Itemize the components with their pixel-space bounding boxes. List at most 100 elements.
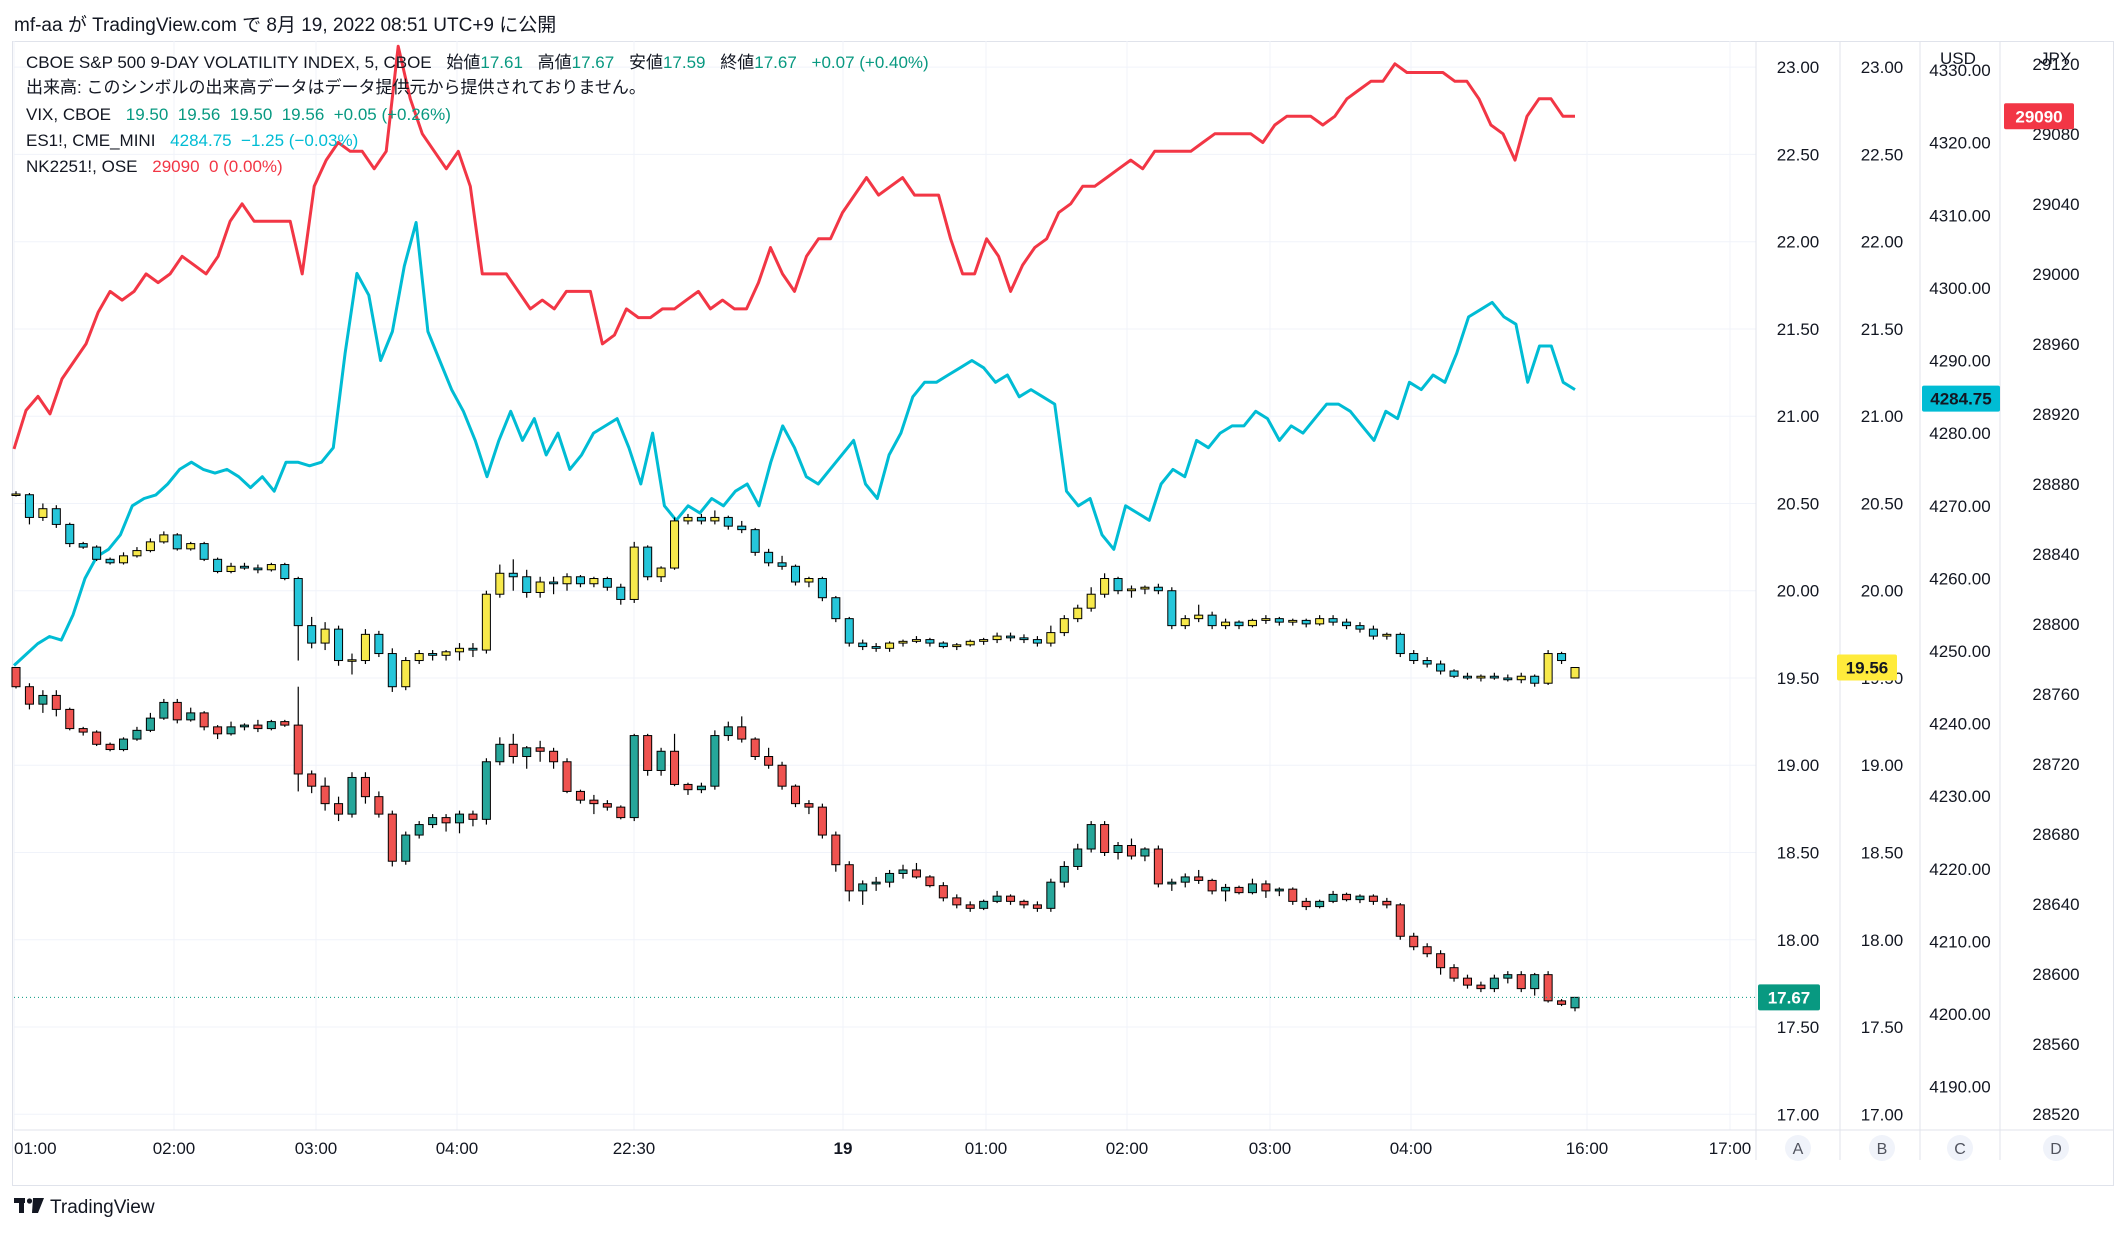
legend-main-symbol[interactable]: CBOE S&P 500 9-DAY VOLATILITY INDEX, 5, … <box>26 51 929 75</box>
vix-candle <box>1516 672 1526 684</box>
vix-candle <box>790 564 801 586</box>
a-axis-tick: 22.00 <box>1777 233 1820 252</box>
vix-candle <box>1489 672 1499 680</box>
vix-candle <box>1449 669 1459 678</box>
vix-candle <box>885 641 895 652</box>
legend-vix[interactable]: VIX, CBOE 19.50 19.56 19.50 19.56 +0.05 … <box>26 103 451 127</box>
vix9d-candle-body <box>481 761 491 820</box>
vix9d-candle <box>1247 878 1257 895</box>
vix-candle <box>979 637 989 645</box>
scale-letter-button[interactable] <box>1785 1135 1811 1161</box>
legend-es[interactable]: ES1!, CME_MINI 4284.75 −1.25 (−0.03%) <box>26 129 358 153</box>
vix9d-candle <box>481 758 491 825</box>
vix9d-candle-body <box>1355 895 1365 901</box>
vix9d-candle <box>1436 950 1446 975</box>
b-axis-tick: 17.00 <box>1861 1105 1904 1124</box>
vix9d-candle <box>1543 971 1553 1003</box>
vix9d-candle-body <box>1315 900 1325 908</box>
es-price-tag-label: 4284.75 <box>1930 390 1991 409</box>
vix-candle <box>468 643 478 658</box>
vix-candle <box>1476 674 1486 682</box>
vix9d-candle-body <box>1557 1000 1567 1005</box>
legend-nk[interactable]: NK2251!, OSE 29090 0 (0.00%) <box>26 155 283 179</box>
vix-candle-body <box>307 625 317 644</box>
vix9d-candle <box>1516 971 1526 993</box>
vix9d-candle <box>602 800 612 811</box>
vix-candle-body <box>1449 670 1459 677</box>
vix-candle-body <box>1113 578 1123 592</box>
vix9d-candle <box>1557 999 1567 1007</box>
vix-candle-body <box>1194 614 1204 620</box>
b-axis-tick: 22.50 <box>1861 145 1904 164</box>
vix9d-candle <box>159 698 169 720</box>
vix-candle <box>1395 632 1405 658</box>
vix9d-candle-body <box>1153 848 1163 885</box>
vix9d-candle <box>65 707 75 731</box>
vix9d-candle-body <box>737 726 747 740</box>
scale-letter-button[interactable] <box>1947 1135 1973 1161</box>
vix-candle-body <box>1046 632 1056 644</box>
time-tick-label: 03:00 <box>1249 1139 1292 1158</box>
vix9d-candle <box>522 746 532 769</box>
vix9d-price-tag-bg <box>1758 984 1820 1011</box>
vix-candle <box>414 650 424 665</box>
tradingview-brand[interactable]: TradingView <box>14 1196 155 1220</box>
vix-candle-body <box>172 534 182 550</box>
vix9d-candle-body <box>105 743 115 751</box>
vix-candle <box>253 564 263 574</box>
vix-candle <box>844 616 854 647</box>
time-tick-label: 03:00 <box>295 1139 338 1158</box>
grid-lines <box>13 41 1756 1130</box>
time-tick-label: 02:00 <box>153 1139 196 1158</box>
vix9d-candle-body <box>132 729 142 740</box>
vix9d-candle <box>790 784 801 808</box>
vix-candle <box>266 562 276 572</box>
vix9d-candle <box>186 707 196 722</box>
vix-candle <box>239 562 249 570</box>
vix-candle <box>495 564 505 598</box>
vix9d-candle <box>965 901 975 912</box>
vix9d-candle <box>441 814 451 832</box>
vix9d-candle-body <box>11 667 21 688</box>
vix-candle-body <box>643 546 653 578</box>
vix-candle-body <box>616 586 626 600</box>
scale-letter-button[interactable] <box>1869 1135 1895 1161</box>
b-axis-tick: 21.50 <box>1861 320 1904 339</box>
vix9d-candle-body <box>454 813 465 824</box>
vix9d-candle <box>1489 974 1499 993</box>
vix9d-candle <box>1355 894 1365 904</box>
vix9d-candle <box>1328 890 1338 904</box>
vix9d-candle <box>307 770 317 794</box>
vix-candle-body <box>92 546 102 560</box>
vix9d-candle <box>885 869 895 888</box>
b-axis-tick: 20.50 <box>1861 494 1904 513</box>
vix9d-candle <box>979 899 989 911</box>
legend-close-label: 終値 <box>720 53 755 72</box>
publish-header: mf-aa が TradingView.com で 8月 19, 2022 08… <box>14 15 557 36</box>
vix-candle <box>78 541 88 549</box>
vix9d-candle-body <box>65 708 75 730</box>
vix9d-candle <box>468 810 478 827</box>
vix-candle-body <box>898 640 908 644</box>
vix9d-candle <box>428 814 438 829</box>
vix9d-candle-body <box>656 750 666 771</box>
vix-candle <box>656 566 666 582</box>
vix9d-candle-body <box>790 785 801 805</box>
vix-candle-body <box>132 550 142 557</box>
vix-candle <box>549 576 559 595</box>
vix9d-candle-body <box>1261 883 1271 892</box>
vix9d-candle <box>1368 894 1378 905</box>
vix-candle <box>1274 616 1284 626</box>
vix-candle <box>24 492 34 525</box>
vix9d-candle-body <box>562 761 572 792</box>
c-axis-tick: 4260.00 <box>1929 569 1990 588</box>
vix-candle <box>172 533 182 551</box>
vix-candle-body <box>186 543 196 550</box>
price-axes: USD JPY 23.00 22.50 22.00 21.50 21.00 20.50 20.0… <box>14 41 2113 1160</box>
vix9d-candle <box>105 742 115 752</box>
vix-candle-body <box>454 647 465 653</box>
scale-letter-button[interactable] <box>2043 1135 2069 1161</box>
c-axis-tick: 4300.00 <box>1929 279 1990 298</box>
vix-candle-body <box>1032 639 1042 644</box>
